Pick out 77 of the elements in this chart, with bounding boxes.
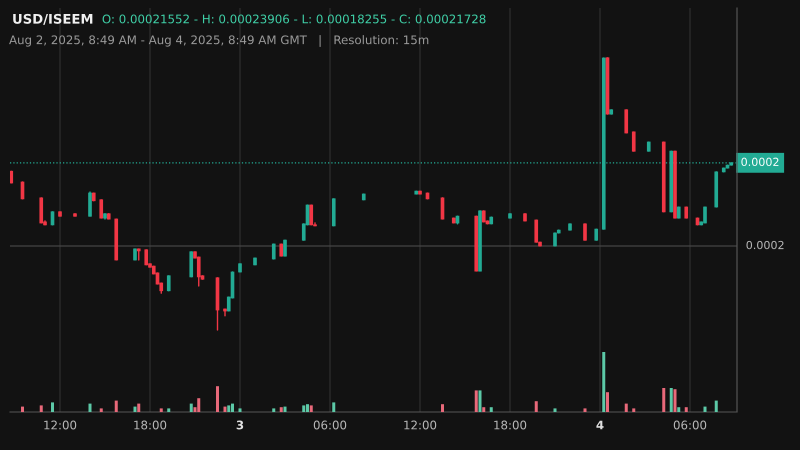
candlestick bbox=[624, 109, 628, 134]
bar bbox=[478, 390, 482, 412]
chart-title: USD/ISEEM bbox=[13, 14, 92, 25]
bar bbox=[137, 404, 140, 412]
bar bbox=[554, 408, 556, 412]
bar bbox=[584, 408, 586, 412]
bar bbox=[670, 388, 673, 412]
candlestick bbox=[136, 248, 141, 261]
candlestick bbox=[20, 181, 24, 200]
x-tick-label: 3 bbox=[236, 420, 244, 430]
bar bbox=[216, 386, 219, 412]
bar bbox=[474, 390, 478, 412]
candlestick bbox=[283, 240, 287, 257]
candlestick bbox=[553, 232, 557, 247]
candlestick bbox=[482, 210, 486, 223]
bar bbox=[231, 404, 234, 412]
bar bbox=[632, 408, 636, 412]
candlestick bbox=[133, 248, 137, 261]
candlestick bbox=[684, 206, 688, 219]
bar bbox=[134, 406, 136, 412]
annotation: Aug 2, 2025, 8:49 AM - Aug 4, 2025, 8:49 AM GMT | Resolution: 15m bbox=[9, 35, 428, 47]
candlestick bbox=[166, 275, 171, 292]
bar bbox=[227, 405, 230, 412]
bar bbox=[332, 402, 336, 412]
candlestick bbox=[272, 243, 276, 260]
x-tick-label: 18:00 bbox=[134, 420, 166, 430]
bar bbox=[684, 407, 688, 412]
x-tick-label: 06:00 bbox=[314, 420, 346, 430]
candlestick bbox=[594, 228, 598, 241]
bar bbox=[167, 408, 170, 412]
bar bbox=[238, 408, 242, 412]
x-tick-label: 18:00 bbox=[494, 420, 526, 430]
chart-subtitle: O: 0.00021552 - H: 0.00023906 - L: 0.00018255 - C: 0.00021728 bbox=[102, 14, 486, 24]
bar bbox=[88, 404, 92, 412]
bar bbox=[21, 406, 24, 412]
bar bbox=[51, 402, 54, 412]
candlestick bbox=[676, 206, 681, 219]
bar bbox=[606, 392, 609, 412]
candlestick bbox=[88, 191, 92, 217]
bar bbox=[284, 406, 286, 412]
x-tick-label: 12:00 bbox=[44, 420, 76, 430]
x-tick-label: 12:00 bbox=[404, 420, 436, 430]
bar bbox=[482, 407, 486, 412]
bar bbox=[224, 406, 226, 412]
candlestick bbox=[50, 211, 54, 226]
bar bbox=[624, 404, 628, 412]
candlestick bbox=[583, 223, 587, 241]
candlestick bbox=[144, 249, 148, 266]
candlestick bbox=[703, 206, 707, 224]
candlestick bbox=[99, 199, 104, 219]
bar bbox=[302, 405, 306, 412]
bar bbox=[441, 404, 444, 412]
bar bbox=[714, 400, 718, 412]
candlestick bbox=[10, 170, 14, 184]
bar bbox=[190, 404, 193, 412]
candlestick bbox=[309, 204, 314, 226]
x-tick-label: 4 bbox=[596, 420, 604, 430]
bar bbox=[704, 406, 706, 412]
bar bbox=[602, 352, 606, 412]
bar bbox=[677, 407, 680, 412]
ref-line-label: 0.0002 bbox=[741, 158, 778, 166]
bar bbox=[160, 408, 163, 412]
ref-line-label: 0.0002 bbox=[746, 240, 784, 250]
bar bbox=[534, 401, 538, 412]
x-tick-label: 06:00 bbox=[674, 420, 706, 430]
candlestick bbox=[440, 197, 444, 220]
bar bbox=[40, 405, 43, 412]
bar bbox=[280, 407, 283, 412]
bar bbox=[490, 407, 493, 412]
bar bbox=[100, 408, 103, 412]
bar bbox=[306, 404, 309, 412]
bar bbox=[674, 389, 676, 412]
candlestick bbox=[279, 243, 284, 257]
candlestick bbox=[534, 219, 538, 243]
candlestick bbox=[646, 141, 651, 152]
candlestick bbox=[632, 131, 636, 152]
bar bbox=[662, 388, 666, 412]
